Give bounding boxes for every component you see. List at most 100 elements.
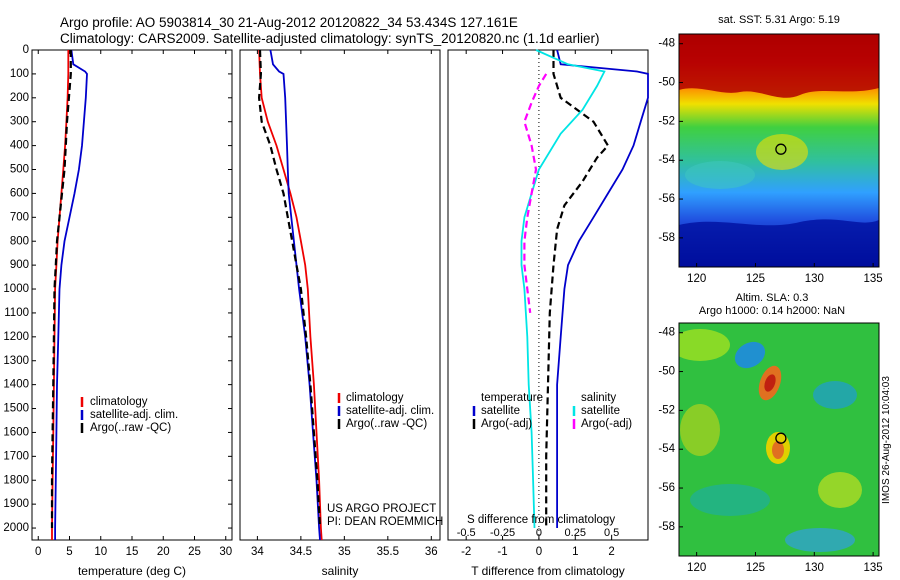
- argo-float-marker: [775, 432, 787, 444]
- legend-satellite-label: satellite-adj. clim.: [346, 405, 434, 417]
- sla-map-frame: [678, 322, 880, 557]
- temperature-legend: climatology satellite-adj. clim. Argo(..…: [80, 396, 178, 434]
- y-tick-label: 1700: [3, 450, 29, 462]
- map-y-tick-label: -50: [658, 366, 675, 378]
- x-tick-label: 10: [94, 546, 107, 558]
- sla-blob: [785, 528, 855, 552]
- legend-s-argo-label: Argo(-adj): [581, 418, 632, 430]
- x-tick-label: -1: [497, 546, 507, 558]
- legend-header-salinity: salinity: [581, 392, 616, 404]
- series-line-argo-adj: [545, 50, 610, 528]
- y-tick-label: 1100: [4, 307, 29, 319]
- map-y-tick-label: -52: [658, 404, 675, 416]
- x-tick-label: 34: [251, 546, 264, 558]
- x-tick-label: 0: [35, 546, 41, 558]
- salinity-legend: climatology satellite-adj. clim. Argo(..…: [327, 392, 443, 528]
- series-line-climatology: [258, 49, 323, 541]
- y-tick-label: 800: [10, 235, 29, 247]
- map-y-tick-label: -48: [658, 38, 675, 50]
- x-tick-label: 0: [536, 546, 542, 558]
- map-y-tick-label: -56: [658, 193, 675, 205]
- x-tick-label: 25: [188, 546, 201, 558]
- y-tick-label: 1900: [3, 498, 29, 510]
- y-tick-label: 1500: [3, 403, 29, 415]
- x-tick-label: 35: [338, 546, 351, 558]
- sla-map-subtitle: Argo h1000: 0.14 h2000: NaN: [699, 305, 845, 317]
- y-tick-label: 1600: [3, 426, 29, 438]
- argo-float-marker: [775, 143, 787, 155]
- map-x-tick-label: 130: [805, 562, 824, 574]
- sla-blob: [813, 381, 857, 409]
- imos-timestamp: IMOS 26-Aug-2012 10:04:03: [881, 376, 892, 504]
- map-y-tick-label: -48: [658, 327, 675, 339]
- x-tick-label: 20: [157, 546, 170, 558]
- project-annotation: US ARGO PROJECT: [327, 503, 436, 515]
- series-line-argo-adj: [523, 73, 548, 314]
- map-y-tick-label: -58: [658, 232, 675, 244]
- difference-plot: -2 -1 0 1 2 T difference from climatology -0.5…: [457, 49, 649, 578]
- x-tick-label: -2: [461, 546, 471, 558]
- temperature-panel-frame: [31, 49, 233, 541]
- sst-cold-region: [679, 219, 879, 267]
- y-tick-label: 700: [10, 211, 29, 223]
- legend-s-satellite-label: satellite: [581, 405, 620, 417]
- legend-argo-label: Argo(..raw -QC): [346, 418, 427, 430]
- salinity-panel-frame: [239, 49, 441, 541]
- y-tick-label: 0: [23, 44, 29, 56]
- x2-tick-label: -0.5: [457, 527, 476, 539]
- map-y-tick-label: -54: [658, 443, 675, 455]
- salinity-plot: 34 34.5 35 35.5 36 salinity: [251, 49, 438, 578]
- y-tick-label: 400: [10, 140, 29, 152]
- figure-title-line1: Argo profile: AO 5903814_30 21-Aug-2012 …: [60, 15, 518, 30]
- x-tick-label: 5: [66, 546, 72, 558]
- map-x-tick-label: 135: [864, 562, 883, 574]
- x-tick-label: 1: [572, 546, 578, 558]
- y-tick-label: 1000: [3, 283, 29, 295]
- legend-climatology-label: climatology: [346, 392, 404, 404]
- x-axis-label: salinity: [322, 564, 359, 578]
- difference-legend: temperature salinity satellite Argo(-adj…: [467, 392, 632, 526]
- legend-climatology-label: climatology: [90, 396, 148, 408]
- difference-panel-frame: [447, 49, 649, 541]
- sla-blob: [818, 472, 862, 508]
- sla-blob: [772, 441, 784, 459]
- y-tick-label: 2000: [3, 522, 29, 534]
- sst-anomaly-blob: [685, 161, 755, 189]
- legend-argo-label: Argo(..raw -QC): [90, 422, 171, 434]
- y-tick-label: 200: [10, 92, 29, 104]
- map-x-tick-label: 120: [687, 562, 706, 574]
- x-axis-label: temperature (deg C): [78, 564, 186, 578]
- x-tick-label: 35.5: [377, 546, 399, 558]
- map-y-tick-label: -50: [658, 77, 675, 89]
- y-tick-label: 600: [10, 187, 29, 199]
- figure-title-line2: Climatology: CARS2009. Satellite-adjuste…: [60, 31, 600, 46]
- y-tick-label: 1400: [3, 379, 29, 391]
- sst-map-title: sat. SST: 5.31 Argo: 5.19: [718, 14, 840, 26]
- x-tick-label: 30: [219, 546, 232, 558]
- legend-header-temperature: temperature: [481, 392, 543, 404]
- sla-blob: [690, 484, 770, 516]
- y-tick-label: 1800: [3, 474, 29, 486]
- x-tick-label: 15: [126, 546, 139, 558]
- map-y-tick-label: -52: [658, 115, 675, 127]
- x2-tick-label: 0.5: [604, 527, 619, 539]
- sla-map-ticks: 120 125 130 135 -48 -50 -52 -54 -56 -58: [658, 327, 882, 574]
- series-line-argo-raw-qc: [50, 50, 72, 528]
- sst-map: sat. SST: 5.31 Argo: 5.19 120 125 130 135 -4…: [658, 14, 882, 285]
- series-line-argo-raw-qc: [257, 49, 322, 529]
- map-x-tick-label: 135: [864, 273, 883, 285]
- y-tick-label: 1200: [3, 331, 29, 343]
- y-tick-label: 900: [10, 259, 29, 271]
- series-line-satellite-adj-clim: [54, 49, 88, 540]
- map-x-tick-label: 125: [746, 562, 765, 574]
- x2-tick-label: -0.25: [490, 527, 515, 539]
- map-y-tick-label: -54: [658, 154, 675, 166]
- map-x-tick-label: 120: [687, 273, 706, 285]
- x-tick-label: 2: [608, 546, 614, 558]
- x2-tick-label: 0: [536, 527, 542, 539]
- sst-map-ticks: 120 125 130 135 -48 -50 -52 -54 -56 -58: [658, 38, 882, 285]
- x-tick-label: 36: [425, 546, 438, 558]
- series-line-satellite: [520, 49, 606, 529]
- series-line-satellite-adj-clim: [269, 49, 321, 541]
- x-tick-label: 34.5: [290, 546, 312, 558]
